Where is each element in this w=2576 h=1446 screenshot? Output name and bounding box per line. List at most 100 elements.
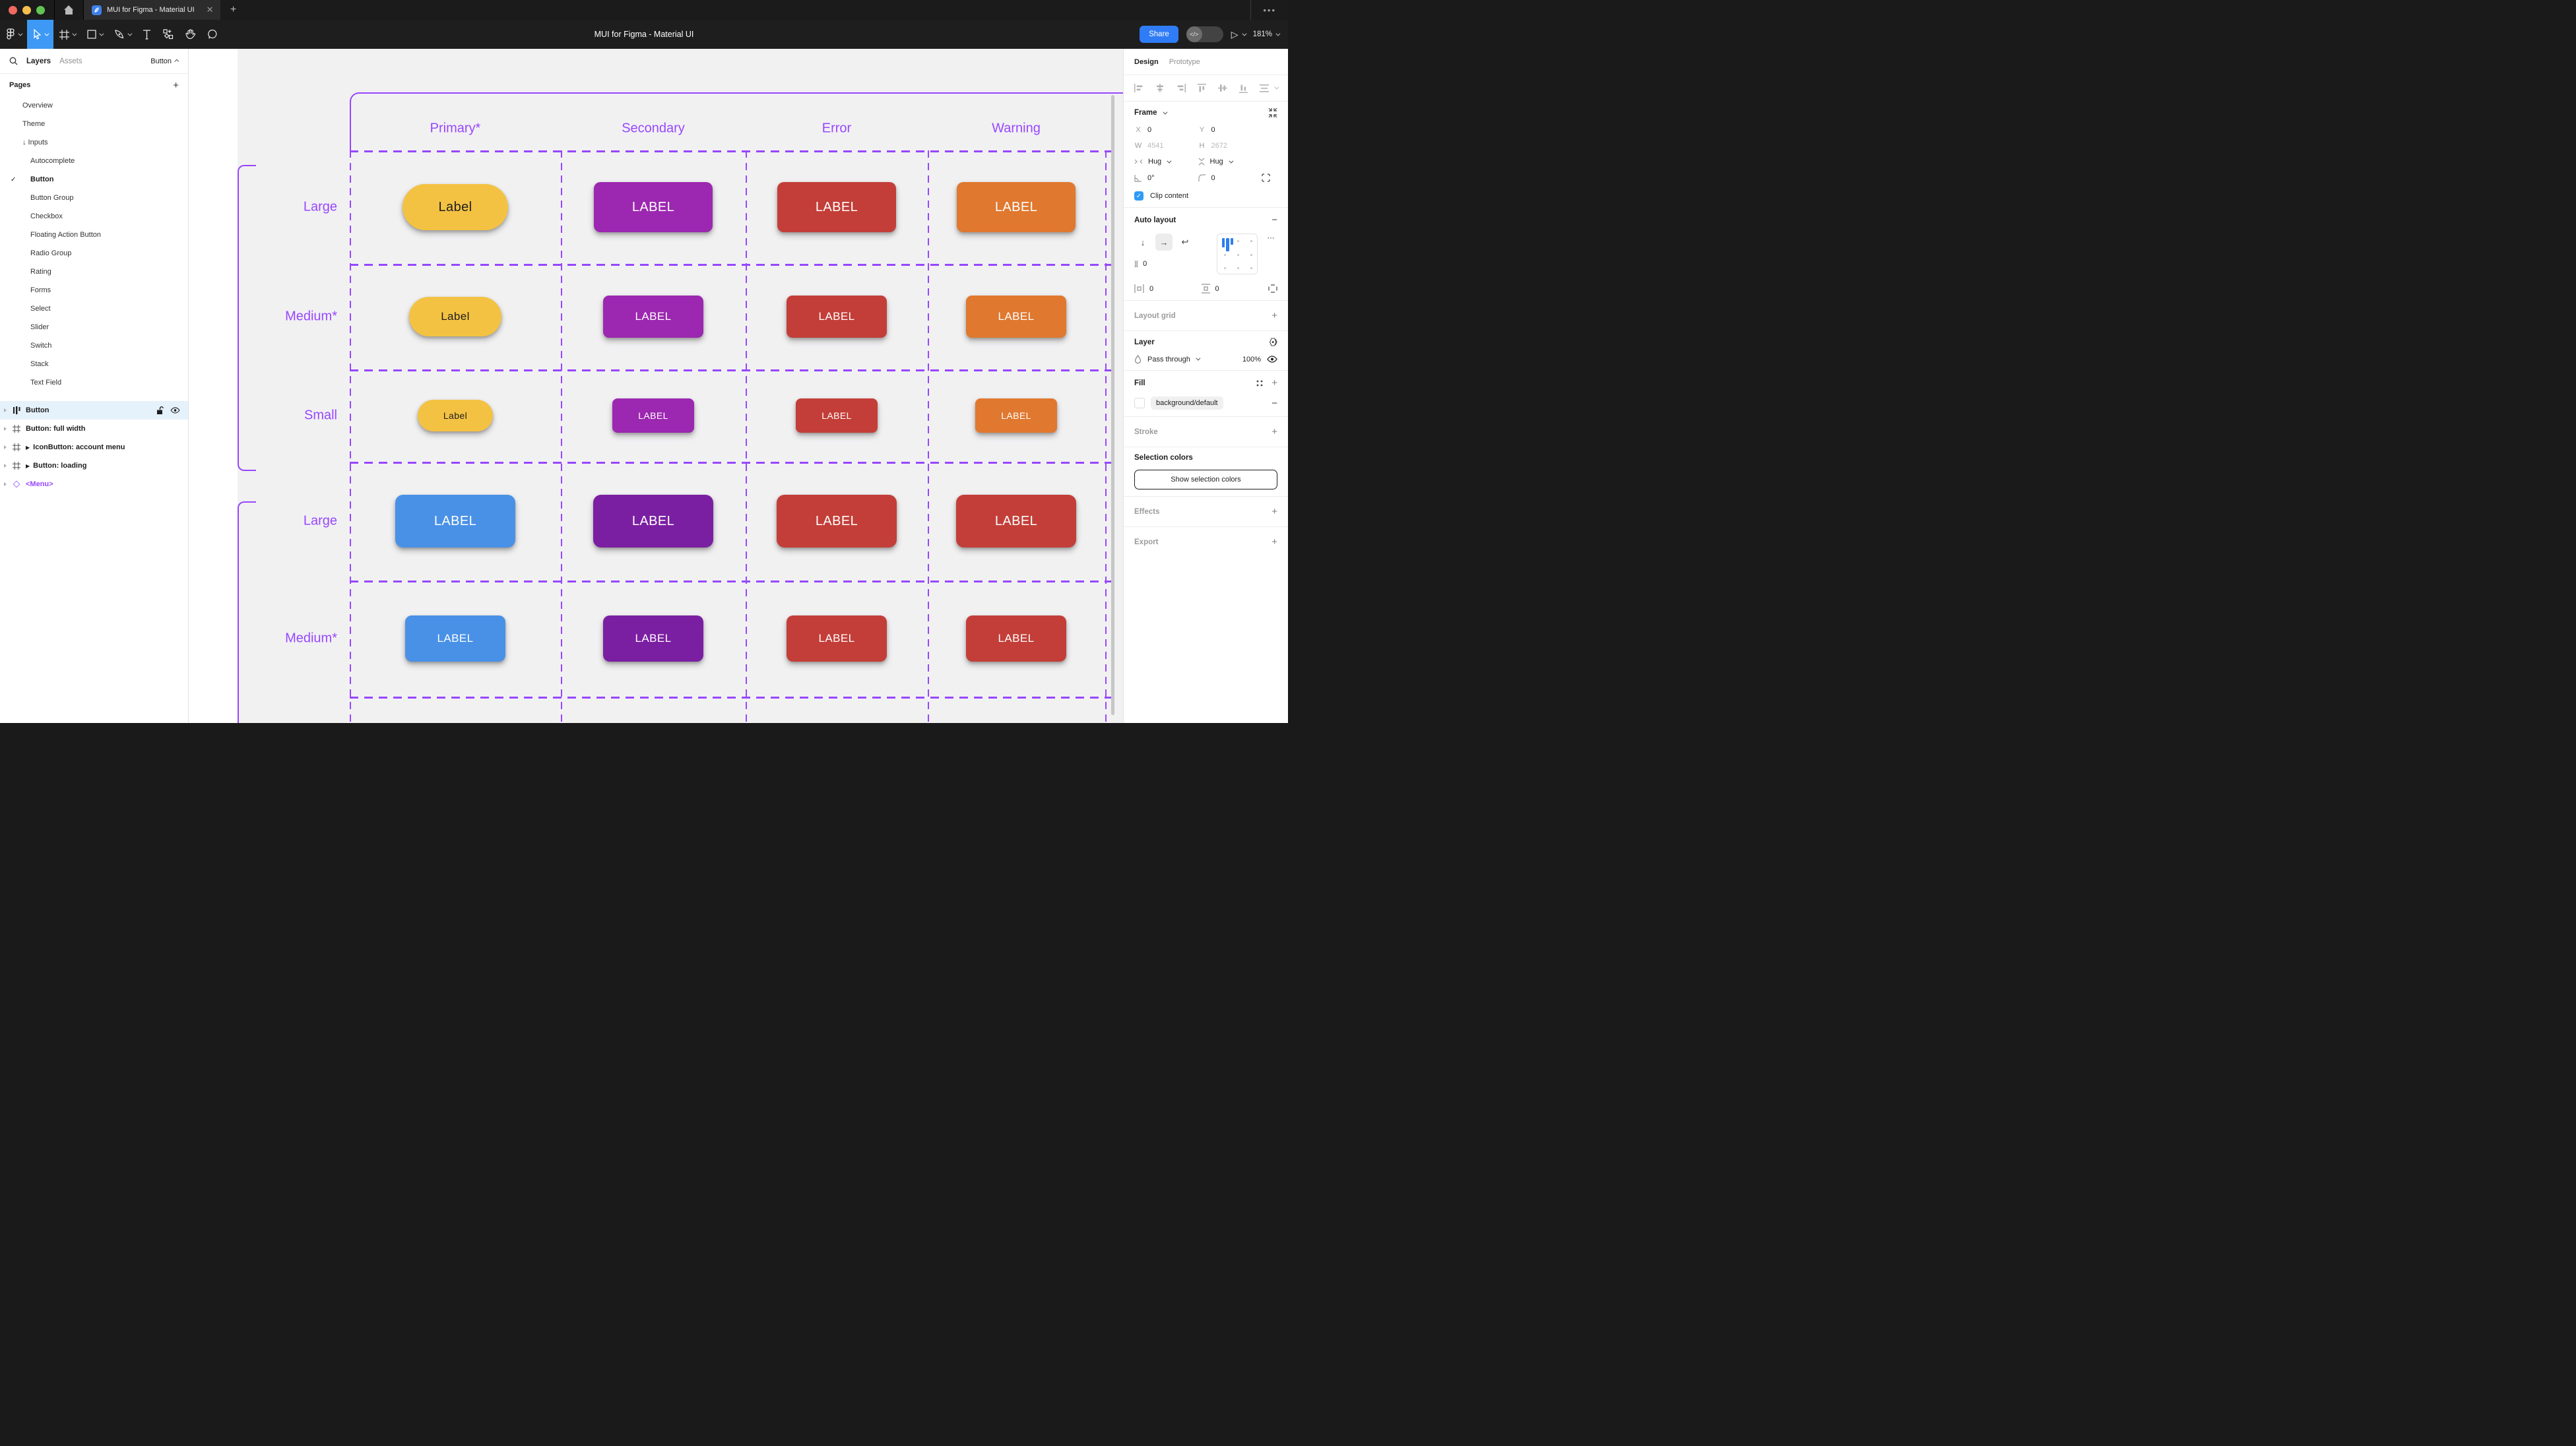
layout-vertical-button[interactable]: ↓ (1140, 237, 1145, 247)
close-window-button[interactable] (9, 5, 17, 15)
canvas-scrollbar[interactable] (1111, 95, 1114, 715)
expand-chevron-icon[interactable] (4, 445, 7, 449)
zoom-menu[interactable]: 181% (1253, 30, 1281, 38)
share-button[interactable]: Share (1140, 26, 1178, 43)
canvas-button-sm-3[interactable]: LABEL (975, 398, 1057, 433)
width-field[interactable]: W 4541 (1134, 142, 1164, 150)
text-tool-button[interactable] (137, 20, 157, 49)
add-page-button[interactable]: + (173, 79, 179, 91)
canvas-button-md-3[interactable]: LABEL (966, 296, 1066, 338)
page-item-overview[interactable]: Overview (0, 96, 188, 115)
canvas-button-lg2-1[interactable]: LABEL (593, 495, 713, 548)
page-item-button[interactable]: ✓ Button (0, 170, 188, 189)
add-fill-button[interactable]: + (1272, 377, 1277, 389)
page-item-floating-action-button[interactable]: Floating Action Button (0, 226, 188, 244)
canvas-button-lg2-2[interactable]: LABEL (777, 495, 897, 548)
remove-auto-layout-button[interactable]: − (1272, 214, 1277, 226)
align-top-icon[interactable] (1198, 83, 1206, 93)
page-item-switch[interactable]: Switch (0, 336, 188, 355)
comment-tool-button[interactable] (201, 20, 224, 49)
individual-padding-button[interactable] (1268, 284, 1277, 293)
independent-corners-button[interactable] (1262, 173, 1277, 182)
canvas-button-md2-0[interactable]: LABEL (405, 615, 505, 662)
titlebar-overflow[interactable]: ••• (1250, 0, 1288, 20)
home-tab[interactable] (55, 0, 84, 20)
layer-item-button-full-width[interactable]: Button: full width (0, 420, 188, 438)
blend-mode-dropdown[interactable]: Pass through (1147, 356, 1201, 363)
layer-item-button[interactable]: Button (0, 401, 188, 420)
visible-icon[interactable] (170, 407, 180, 414)
unlock-icon[interactable] (156, 406, 164, 415)
hand-tool-button[interactable] (179, 20, 201, 49)
distribute-menu[interactable] (1260, 84, 1279, 92)
horizontal-padding-field[interactable]: 0 (1134, 284, 1196, 293)
vertical-padding-field[interactable]: 0 (1201, 284, 1264, 294)
minimize-window-button[interactable] (22, 5, 31, 15)
canvas-button-lg2-0[interactable]: LABEL (395, 495, 515, 548)
tab-prototype[interactable]: Prototype (1169, 57, 1200, 66)
frame-tool-button[interactable] (53, 20, 81, 49)
fill-color-swatch[interactable] (1134, 398, 1145, 408)
resources-tool-button[interactable] (157, 20, 179, 49)
layer-item-iconbutton-account-menu[interactable]: ▶ IconButton: account menu (0, 438, 188, 456)
add-export-button[interactable]: + (1272, 536, 1277, 548)
canvas-button-lg-3[interactable]: LABEL (957, 182, 1076, 232)
corner-radius-field[interactable]: 0 (1198, 173, 1256, 182)
align-horizontal-center-icon[interactable] (1155, 84, 1165, 92)
canvas-button-lg-2[interactable]: LABEL (777, 182, 896, 232)
tab-assets[interactable]: Assets (59, 57, 82, 65)
page-item-text-field[interactable]: Text Field (0, 373, 188, 392)
canvas-button-lg-1[interactable]: LABEL (594, 182, 713, 232)
canvas-button-md-2[interactable]: LABEL (787, 296, 887, 338)
page-item-radio-group[interactable]: Radio Group (0, 244, 188, 263)
pen-tool-button[interactable] (108, 20, 137, 49)
page-item-theme[interactable]: Theme (0, 115, 188, 133)
main-menu-button[interactable] (0, 20, 27, 49)
canvas-button-md-1[interactable]: LABEL (603, 296, 703, 338)
styles-icon[interactable] (1256, 379, 1264, 387)
canvas-button-sm-0[interactable]: Label (418, 400, 493, 431)
layout-horizontal-button[interactable]: → (1155, 234, 1173, 251)
frame-type-dropdown[interactable]: Frame (1134, 109, 1167, 117)
page-item-button-group[interactable]: Button Group (0, 189, 188, 207)
add-stroke-button[interactable]: + (1272, 426, 1277, 437)
layer-visibility-icon[interactable] (1267, 356, 1277, 363)
align-left-icon[interactable] (1134, 84, 1143, 92)
collapse-icon[interactable] (1268, 108, 1277, 117)
horizontal-resizing-dropdown[interactable]: Hug (1134, 158, 1192, 166)
page-item-slider[interactable]: Slider (0, 318, 188, 336)
canvas-button-md2-2[interactable]: LABEL (787, 615, 887, 662)
page-item-autocomplete[interactable]: Autocomplete (0, 152, 188, 170)
fullscreen-window-button[interactable] (36, 5, 45, 15)
align-right-icon[interactable] (1176, 84, 1186, 92)
move-tool-button[interactable] (27, 20, 53, 49)
page-item-inputs[interactable]: ↓ Inputs (0, 133, 188, 152)
vertical-resizing-dropdown[interactable]: Hug (1198, 158, 1256, 166)
search-icon[interactable] (9, 57, 18, 65)
remove-fill-button[interactable]: − (1272, 397, 1277, 409)
layer-item-button-loading[interactable]: ▶ Button: loading (0, 456, 188, 475)
clip-content-checkbox[interactable]: ✓ Clip content (1134, 191, 1277, 201)
height-field[interactable]: H 2672 (1199, 142, 1227, 150)
show-selection-colors-button[interactable]: Show selection colors (1134, 470, 1277, 489)
canvas-button-sm-2[interactable]: LABEL (796, 398, 878, 433)
expand-chevron-icon[interactable] (4, 408, 7, 412)
canvas-button-md-0[interactable]: Label (409, 297, 501, 336)
new-tab-button[interactable]: + (230, 4, 237, 15)
rotation-field[interactable]: 0° (1134, 173, 1192, 182)
shape-tool-button[interactable] (81, 20, 108, 49)
add-effect-button[interactable]: + (1272, 506, 1277, 517)
dev-mode-toggle[interactable]: </> (1186, 26, 1223, 42)
present-button[interactable]: ▷ (1231, 29, 1247, 40)
tab-design[interactable]: Design (1134, 57, 1159, 66)
page-item-select[interactable]: Select (0, 299, 188, 318)
alignment-grid[interactable] (1217, 234, 1258, 274)
page-item-forms[interactable]: Forms (0, 281, 188, 299)
expand-chevron-icon[interactable] (4, 464, 7, 468)
align-bottom-icon[interactable] (1239, 84, 1248, 93)
canvas-button-lg2-3[interactable]: LABEL (956, 495, 1076, 548)
tab-layers[interactable]: Layers (26, 57, 51, 65)
canvas-button-lg-0[interactable]: Label (402, 184, 508, 230)
